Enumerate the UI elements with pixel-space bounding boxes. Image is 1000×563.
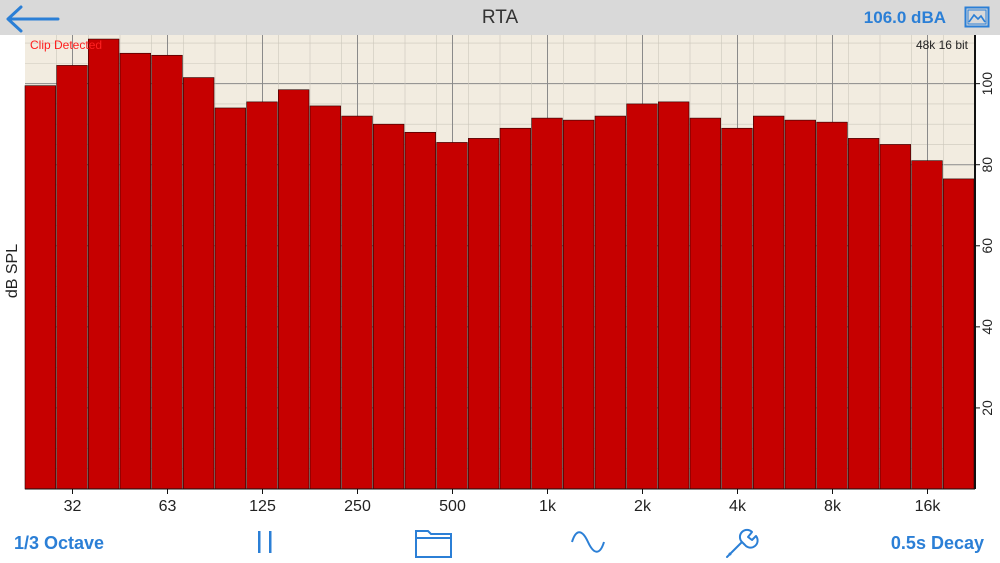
- x-tick-label: 4k: [729, 498, 747, 515]
- bar-50: [119, 52, 151, 490]
- x-tick-label: 125: [249, 498, 276, 515]
- back-arrow-icon[interactable]: [4, 4, 60, 34]
- bar-2.5k: [658, 101, 690, 490]
- bar-3.15k: [689, 117, 721, 490]
- bar-80: [183, 77, 215, 490]
- bar-125: [246, 101, 278, 490]
- bar-1.25k: [563, 119, 595, 490]
- bar-16k: [911, 160, 943, 490]
- x-tick-label: 16k: [915, 498, 942, 515]
- x-tick-label: 32: [64, 498, 82, 515]
- bar-63: [151, 54, 183, 490]
- bar-12.5k: [879, 144, 911, 490]
- y-tick-label: 80: [979, 157, 995, 173]
- y-tick-label: 100: [979, 72, 995, 96]
- image-icon[interactable]: [964, 6, 990, 28]
- pause-icon[interactable]: [253, 527, 277, 557]
- bar-315: [373, 123, 405, 490]
- x-tick-label: 8k: [824, 498, 842, 515]
- bar-40: [88, 38, 120, 490]
- bars: [24, 38, 975, 490]
- screen-title: RTA: [481, 7, 519, 28]
- bar-1k: [531, 117, 563, 490]
- bar-2k: [626, 103, 658, 490]
- bar-250: [341, 115, 373, 490]
- bar-400: [404, 131, 436, 490]
- bar-1.6k: [594, 115, 626, 490]
- bar-160: [278, 89, 310, 490]
- sine-wave-icon[interactable]: [570, 527, 606, 557]
- format-indicator: 48k 16 bit: [916, 38, 969, 52]
- bar-100: [214, 107, 246, 490]
- bottom-toolbar: 1/3 Octave 0.5s Decay: [0, 521, 1000, 563]
- bar-200: [309, 105, 341, 490]
- x-tick-label: 250: [344, 498, 371, 515]
- bandwidth-button[interactable]: 1/3 Octave: [14, 533, 105, 553]
- top-bar: RTA 106.0 dBA: [0, 0, 1000, 35]
- bar-10k: [848, 138, 880, 490]
- bar-8k: [816, 121, 848, 490]
- bar-4k: [721, 127, 753, 490]
- y-tick-label: 20: [979, 400, 995, 416]
- decay-button[interactable]: 0.5s Decay: [890, 533, 984, 553]
- x-tick-label: 500: [439, 498, 466, 515]
- bar-31.5: [56, 65, 88, 490]
- bar-500: [436, 142, 468, 490]
- bar-800: [499, 127, 531, 490]
- bar-5k: [753, 115, 785, 490]
- x-tick-label: 63: [159, 498, 177, 515]
- clip-indicator: Clip Detected: [30, 38, 102, 52]
- y-tick-label: 60: [979, 238, 995, 254]
- wrench-icon[interactable]: [722, 527, 762, 561]
- bar-25: [24, 85, 56, 490]
- bar-20k: [943, 178, 975, 490]
- bar-6.3k: [784, 119, 816, 490]
- x-tick-label: 2k: [634, 498, 652, 515]
- y-tick-labels: 20 40 60 80 100: [975, 72, 995, 416]
- rta-chart: 20 40 60 80 100 32 63 125 250 500 1k 2k 4k 8k 16k Cli…: [24, 35, 995, 515]
- level-readout[interactable]: 106.0 dBA: [863, 8, 946, 27]
- folder-icon[interactable]: [414, 527, 454, 559]
- x-tick-labels: 32 63 125 250 500 1k 2k 4k 8k 16k: [64, 489, 942, 515]
- x-tick-label: 1k: [539, 498, 557, 515]
- bar-630: [468, 138, 500, 490]
- y-tick-label: 40: [979, 319, 995, 335]
